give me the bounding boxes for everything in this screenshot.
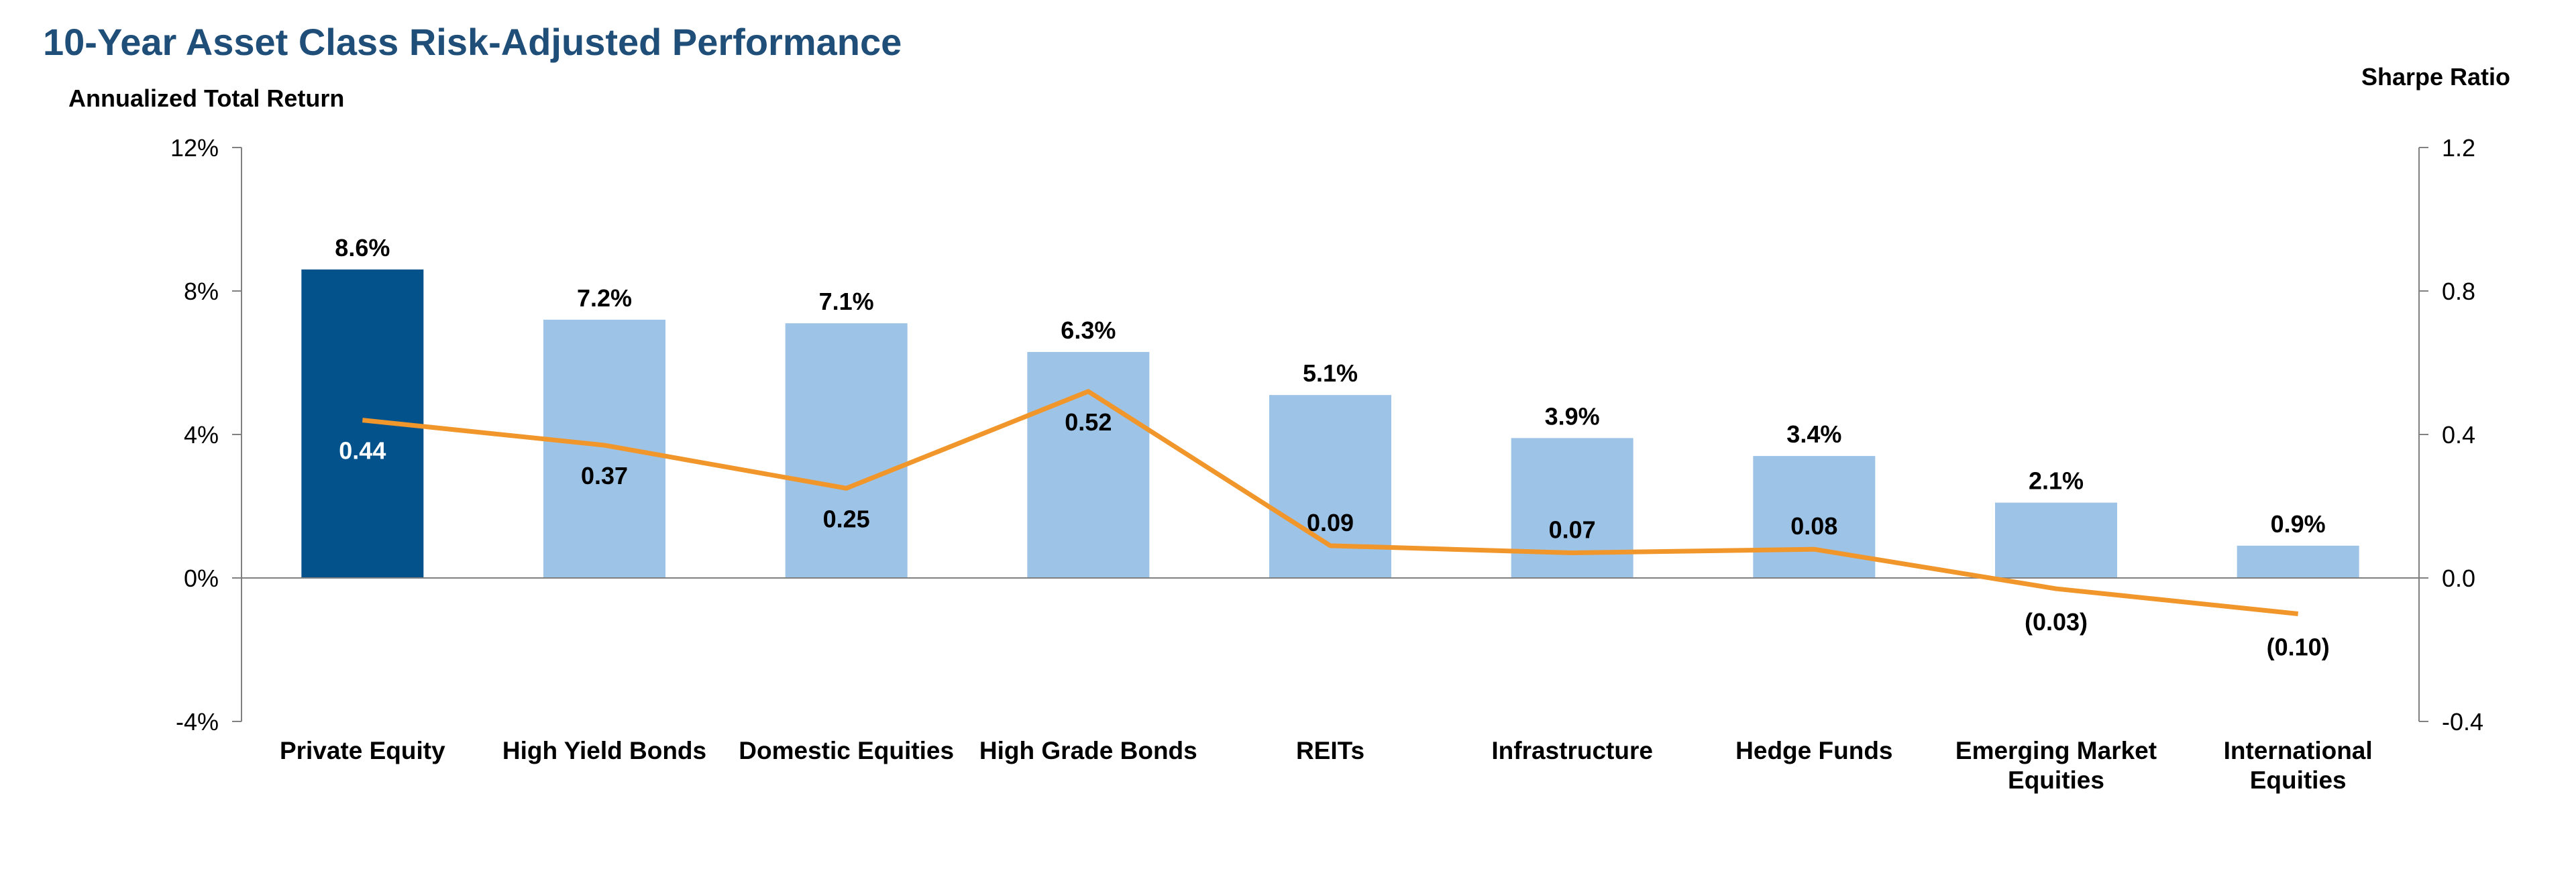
chart-title: 10-Year Asset Class Risk-Adjusted Perfor… [43, 21, 902, 63]
category-label-line: Hedge Funds [1735, 737, 1892, 764]
category-label: Domestic Equities [739, 737, 954, 764]
category-label-line: REITs [1296, 737, 1364, 764]
category-label: Private Equity [280, 737, 445, 764]
category-label: Hedge Funds [1735, 737, 1892, 764]
bar-value-label: 8.6% [335, 234, 390, 261]
bar [2237, 545, 2359, 578]
left-tick-label: 0% [184, 565, 219, 592]
category-label-line: Equities [2250, 766, 2347, 794]
category-label-line: High Grade Bonds [979, 737, 1197, 764]
right-tick-label: 0.8 [2442, 278, 2475, 305]
bar [1995, 502, 2117, 578]
bar-value-label: 2.1% [2029, 467, 2084, 495]
left-tick-label: 8% [184, 278, 219, 305]
sharpe-value-label: 0.08 [1790, 512, 1837, 540]
sharpe-value-label: 0.07 [1549, 516, 1596, 544]
category-label: High Yield Bonds [502, 737, 706, 764]
left-axis-label: Annualized Total Return [68, 84, 345, 112]
sharpe-value-label: (0.03) [2025, 608, 2088, 636]
sharpe-value-label: 0.25 [823, 505, 870, 532]
category-label: High Grade Bonds [979, 737, 1197, 764]
sharpe-value-label: 0.09 [1307, 509, 1354, 536]
sharpe-ratio-line [362, 389, 2299, 616]
bar [785, 323, 908, 578]
bar-value-label: 3.9% [1545, 402, 1600, 430]
category-label-line: Private Equity [280, 737, 445, 764]
sharpe-value-label: 0.37 [581, 462, 628, 489]
right-tick-label: 0.0 [2442, 565, 2475, 592]
bar [1511, 438, 1633, 578]
sharpe-value-label: 0.44 [339, 437, 386, 465]
category-label-line: International [2224, 737, 2373, 764]
left-tick-label: 12% [170, 134, 219, 162]
bar-value-label: 3.4% [1786, 420, 1841, 448]
category-label: Emerging Market Equities [1955, 737, 2157, 794]
sharpe-value-label: (0.10) [2267, 634, 2330, 661]
right-tick-label: 1.2 [2442, 134, 2475, 162]
bar [1269, 395, 1391, 578]
bar-value-label: 6.3% [1061, 316, 1116, 344]
right-axis-label: Sharpe Ratio [2361, 63, 2510, 91]
bar [1027, 351, 1150, 578]
left-tick-label: -4% [176, 708, 219, 736]
right-tick-label: 0.4 [2442, 421, 2475, 449]
right-tick-label: -0.4 [2442, 708, 2483, 736]
bar-value-label: 0.9% [2271, 510, 2326, 538]
bar-value-label: 7.2% [577, 284, 632, 312]
category-label-line: High Yield Bonds [502, 737, 706, 764]
sharpe-value-label: 0.52 [1065, 408, 1112, 436]
left-tick-label: 4% [184, 421, 219, 449]
category-label-line: Domestic Equities [739, 737, 954, 764]
category-label: Infrastructure [1491, 737, 1653, 764]
bar-value-label: 7.1% [819, 288, 874, 315]
category-label-line: Equities [2008, 766, 2104, 794]
bar [543, 319, 665, 578]
bar-value-label: 5.1% [1303, 359, 1358, 387]
category-label-line: Infrastructure [1491, 737, 1653, 764]
category-label: REITs [1296, 737, 1364, 764]
category-label: International Equities [2224, 737, 2373, 794]
category-label-line: Emerging Market [1955, 737, 2157, 764]
